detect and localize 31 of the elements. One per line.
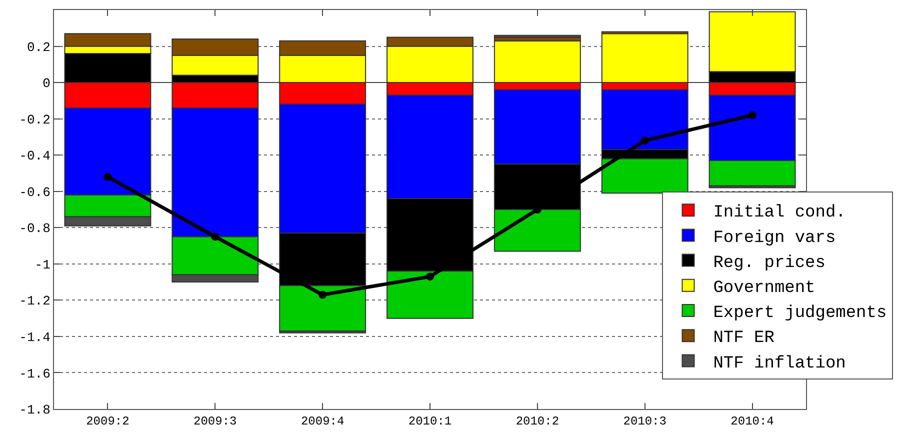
- y-tick-label: -0.4: [19, 148, 51, 164]
- y-tick-label: -0.6: [19, 184, 50, 200]
- point: [104, 172, 112, 181]
- point: [426, 272, 434, 281]
- point: [640, 136, 649, 145]
- y-tick-label: -1.4: [19, 330, 51, 345]
- x-tick-label: 2009:2: [86, 414, 130, 428]
- legend-label: NTF ER: [713, 329, 774, 348]
- y-tick-label: -0.2: [19, 112, 50, 128]
- legend-label: NTF inflation: [713, 354, 846, 374]
- x-tick-label: 2009:4: [300, 414, 344, 428]
- y-tick-label: 0: [42, 76, 50, 92]
- y-tick-label: -1.6: [19, 366, 50, 382]
- x-tick-label: 2010:2: [516, 414, 560, 428]
- point: [748, 111, 756, 120]
- legend-label: Expert judgements: [713, 304, 887, 324]
- point: [318, 290, 327, 299]
- x-tick-label: 2009:3: [194, 414, 237, 428]
- legend-label: Initial cond.: [713, 204, 846, 223]
- y-tick-label: -1.2: [19, 294, 50, 309]
- y-tick-label: -0.8: [19, 221, 50, 236]
- point: [211, 232, 220, 241]
- x-tick-label: 2010:1: [408, 414, 452, 428]
- y-tick-label: -1.8: [19, 402, 50, 418]
- legend-label: Government: [713, 279, 816, 298]
- y-tick-label: -1: [34, 257, 51, 272]
- x-tick-label: 2010:4: [730, 414, 774, 428]
- legend-label: Foreign vars: [713, 228, 836, 248]
- x-tick-label: 2010:3: [623, 414, 666, 428]
- legend-label: Reg. prices: [713, 254, 826, 273]
- y-tick-label: 0.2: [26, 40, 50, 55]
